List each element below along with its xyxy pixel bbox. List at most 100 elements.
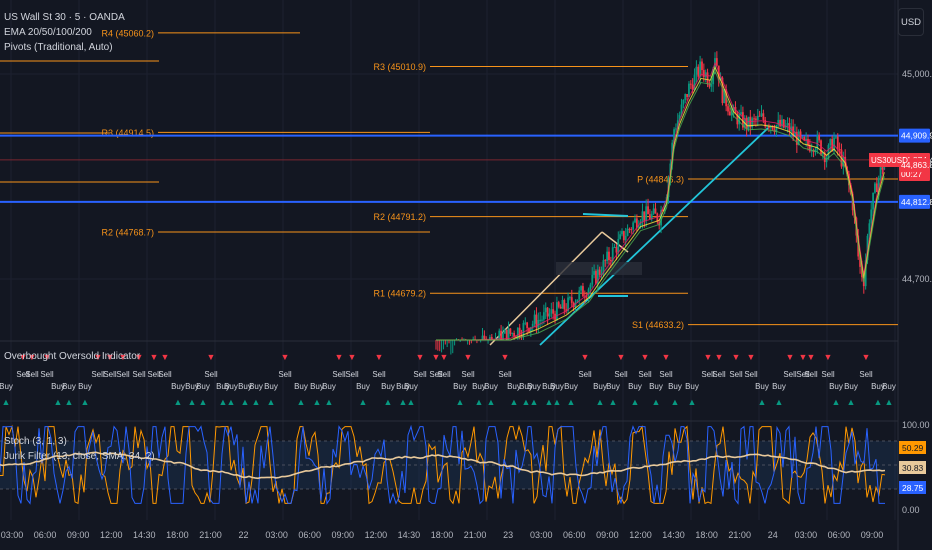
time-tick: 06:00 <box>563 530 586 540</box>
sell-label: Sell <box>744 370 758 379</box>
buy-arrow: ▲ <box>874 397 883 407</box>
sell-arrow: ▼ <box>43 352 52 362</box>
candle-body <box>570 297 573 303</box>
buy-label: Buy <box>249 382 263 391</box>
candle-body <box>794 131 796 136</box>
sell-label: Sell <box>712 370 726 379</box>
sell-label: Sell <box>461 370 475 379</box>
countdown-tag: 00:27 <box>901 169 923 179</box>
stoch-title[interactable]: Stoch (3, 1, 3) <box>4 436 67 447</box>
candle-body <box>526 322 529 328</box>
candle-body <box>820 140 822 155</box>
sell-label: Sell <box>132 370 146 379</box>
candle-body <box>650 213 653 220</box>
symbol-tag-bg <box>869 153 899 167</box>
candle-body <box>680 104 683 116</box>
buy-arrow: ▲ <box>510 397 519 407</box>
buy-arrow: ▲ <box>65 397 74 407</box>
buy-label: Buy <box>322 382 336 391</box>
buy-label: Buy <box>51 382 65 391</box>
candle-body <box>688 83 690 97</box>
ema-line <box>436 69 885 341</box>
price-candles <box>435 51 886 355</box>
candle-body <box>833 137 835 151</box>
buy-label: Buy <box>685 382 699 391</box>
symbol-title[interactable]: US Wall St 30 · 5 · OANDA <box>4 12 125 23</box>
candle-body <box>515 336 517 338</box>
sell-arrow: ▼ <box>281 352 290 362</box>
candle-body <box>786 123 789 126</box>
stoch-d-tag-bg <box>899 461 926 474</box>
buy-arrow: ▲ <box>553 397 562 407</box>
buy-label: Buy <box>484 382 498 391</box>
pivots-legend[interactable]: Pivots (Traditional, Auto) <box>4 42 113 53</box>
time-tick: 03:00 <box>1 530 24 540</box>
sell-arrow: ▼ <box>94 352 103 362</box>
sell-arrow: ▼ <box>19 352 28 362</box>
candle-body <box>730 110 733 116</box>
sell-arrow: ▼ <box>416 352 425 362</box>
pivot-label: R3 (45010.9) <box>373 62 426 72</box>
candle-body <box>615 246 618 253</box>
candle-body <box>535 314 538 328</box>
buy-arrow: ▲ <box>522 397 531 407</box>
buy-label: Buy <box>507 382 521 391</box>
candle-body <box>829 139 832 146</box>
candle-body <box>574 302 577 308</box>
pivot-label: R2 (44768.7) <box>101 228 154 238</box>
blue-upper-tag: 44,909.9 <box>901 131 932 141</box>
currency-button[interactable]: USD <box>898 8 924 36</box>
candle-body <box>656 213 659 222</box>
time-tick: 03:00 <box>795 530 818 540</box>
time-tick: 06:00 <box>298 530 321 540</box>
stochastic-pane <box>0 424 898 506</box>
candle-body <box>835 136 837 138</box>
sell-arrow: ▼ <box>747 352 756 362</box>
sell-label: Sell <box>40 370 54 379</box>
sell-label: Sell <box>821 370 835 379</box>
pivot-label: R2 (44791.2) <box>373 212 426 222</box>
time-tick: 12:00 <box>100 530 123 540</box>
time-axis: 03:00 06:00 09:00 12:00 14:30 18:00 21:00 22 03:… <box>1 530 884 540</box>
jurik-title[interactable]: Jurik Filter (13, close, SMA, 34, 2) <box>4 451 155 462</box>
candle-body <box>769 125 772 128</box>
sell-label: Sell <box>796 370 810 379</box>
candle-body <box>565 309 568 312</box>
ema-line <box>436 61 885 341</box>
time-tick: 03:00 <box>530 530 553 540</box>
buy-arrow: ▲ <box>530 397 539 407</box>
ob-os-indicator-title[interactable]: Overbought Oversold Indicator <box>4 351 141 362</box>
candle-body <box>753 118 755 120</box>
sell-arrow: ▼ <box>786 352 795 362</box>
buy-arrow: ▲ <box>847 397 856 407</box>
ema-legend[interactable]: EMA 20/50/100/200 <box>4 27 92 38</box>
sell-label: Sell <box>16 370 30 379</box>
candle-body <box>541 319 543 321</box>
osc-tick: 0.00 <box>902 505 920 515</box>
candle-body <box>641 211 644 222</box>
candle-body <box>518 327 521 337</box>
candle-body <box>652 208 655 214</box>
candle-body <box>632 222 635 230</box>
candle-body <box>593 271 595 275</box>
buy-arrow: ▲ <box>832 397 841 407</box>
sell-label: Sell <box>429 370 443 379</box>
sell-arrow: ▼ <box>464 352 473 362</box>
candle-body <box>702 70 705 78</box>
candle-body <box>598 269 601 275</box>
buy-label: Buy <box>171 382 185 391</box>
sell-label: Sell <box>783 370 797 379</box>
candle-body <box>576 299 579 303</box>
candle-body <box>559 306 562 309</box>
candle-body <box>507 328 510 340</box>
buy-arrow: ▲ <box>456 397 465 407</box>
candle-body <box>649 214 651 220</box>
buy-label: Buy <box>649 382 663 391</box>
candle-body <box>628 228 631 230</box>
sell-label: Sell <box>204 370 218 379</box>
candle-body <box>689 83 692 85</box>
candle-body <box>808 145 811 152</box>
buy-arrow: ▲ <box>775 397 784 407</box>
jurik-tag: 28.75 <box>902 483 924 493</box>
